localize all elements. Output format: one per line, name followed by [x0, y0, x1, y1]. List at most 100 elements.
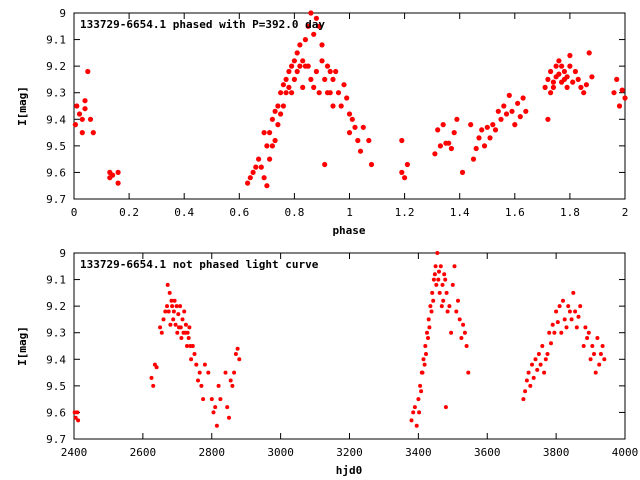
data-point: [602, 357, 607, 362]
data-point: [404, 161, 410, 168]
data-point: [115, 169, 121, 175]
x-tick-label: 1.8: [560, 206, 580, 219]
data-point: [180, 317, 185, 322]
data-point: [280, 103, 286, 109]
y-tick-label: 9: [59, 7, 66, 20]
x-tick-label: 2600: [130, 446, 157, 459]
data-point: [593, 370, 598, 375]
y-tick-label: 9.7: [46, 193, 66, 206]
y-tick-label: 9.2: [46, 300, 66, 313]
data-point: [300, 84, 306, 90]
data-point: [170, 304, 175, 309]
x-tick-label: 0.8: [284, 206, 304, 219]
x-tick-label: 0.4: [174, 206, 194, 219]
data-point: [291, 76, 297, 82]
data-point: [487, 135, 493, 141]
data-point: [420, 370, 425, 375]
data-point: [564, 325, 569, 330]
data-point: [250, 169, 256, 175]
data-point: [567, 309, 572, 314]
x-tick-label: 0: [71, 206, 78, 219]
data-point: [206, 370, 211, 375]
data-point: [446, 140, 452, 146]
data-point: [189, 357, 194, 362]
data-point: [253, 164, 259, 170]
axis-ticks: 2400 2600 2800 3000 3200 3400 3600 3800 4000 9 9.1…: [46, 247, 638, 459]
data-point: [316, 23, 322, 29]
data-point: [267, 156, 273, 162]
data-point: [443, 405, 448, 410]
data-point: [592, 352, 596, 356]
data-point: [571, 290, 576, 295]
data-point: [269, 143, 275, 149]
data-point: [286, 84, 292, 90]
data-point: [76, 111, 83, 117]
data-point: [211, 410, 216, 415]
data-point: [178, 304, 183, 309]
data-point: [73, 415, 78, 420]
data-point: [583, 325, 588, 330]
data-point: [552, 330, 557, 335]
data-point: [187, 325, 192, 330]
data-point: [545, 76, 551, 82]
data-point: [402, 175, 408, 181]
y-tick-label: 9.1: [46, 34, 66, 47]
data-point: [426, 317, 431, 322]
data-point: [436, 277, 441, 282]
data-point: [536, 352, 541, 356]
data-point: [232, 370, 237, 375]
data-point: [561, 298, 565, 303]
unphased-light-curve-panel: 2400 2600 2800 3000 3200 3400 3600 3800 4000 9 9.1…: [16, 247, 638, 477]
data-point: [72, 122, 78, 128]
data-point: [476, 135, 482, 141]
data-point: [194, 362, 199, 367]
data-point: [622, 95, 628, 101]
data-point: [573, 309, 578, 314]
data-point: [492, 127, 499, 133]
data-point: [355, 137, 361, 144]
data-point: [305, 23, 311, 29]
data-point: [165, 282, 170, 287]
y-axis-label: I[mag]: [16, 86, 29, 126]
data-point: [550, 79, 557, 85]
data-point: [545, 116, 551, 122]
data-point: [245, 180, 251, 186]
data-point: [523, 389, 528, 394]
data-point: [414, 423, 419, 428]
data-point: [311, 84, 317, 90]
data-point: [427, 325, 432, 330]
y-tick-label: 9.1: [46, 274, 66, 287]
data-point: [559, 330, 564, 335]
data-point: [439, 304, 444, 309]
data-point: [278, 90, 284, 96]
x-tick-label: 2400: [61, 446, 88, 459]
x-tick-label: 2800: [199, 446, 226, 459]
data-point: [456, 298, 460, 303]
data-point: [169, 298, 174, 303]
data-point: [256, 156, 262, 162]
data-point: [557, 304, 562, 309]
y-tick-label: 9.5: [46, 380, 66, 393]
data-point: [598, 352, 603, 356]
data-point: [538, 362, 543, 367]
data-point: [247, 175, 253, 181]
data-point: [172, 298, 177, 303]
y-tick-label: 9.3: [46, 327, 66, 340]
data-point: [322, 161, 328, 168]
data-point: [466, 370, 471, 375]
data-point: [576, 314, 581, 319]
data-point: [338, 103, 344, 109]
data-point: [473, 145, 479, 152]
data-point: [159, 330, 164, 335]
data-point: [346, 111, 353, 117]
data-point: [523, 108, 529, 114]
data-point: [85, 68, 91, 75]
data-point: [521, 397, 526, 402]
data-point: [218, 397, 223, 402]
data-point: [368, 161, 375, 168]
data-point: [269, 116, 275, 122]
data-point: [76, 418, 81, 423]
data-point: [452, 264, 457, 269]
data-point: [294, 68, 300, 75]
data-point: [352, 124, 358, 130]
